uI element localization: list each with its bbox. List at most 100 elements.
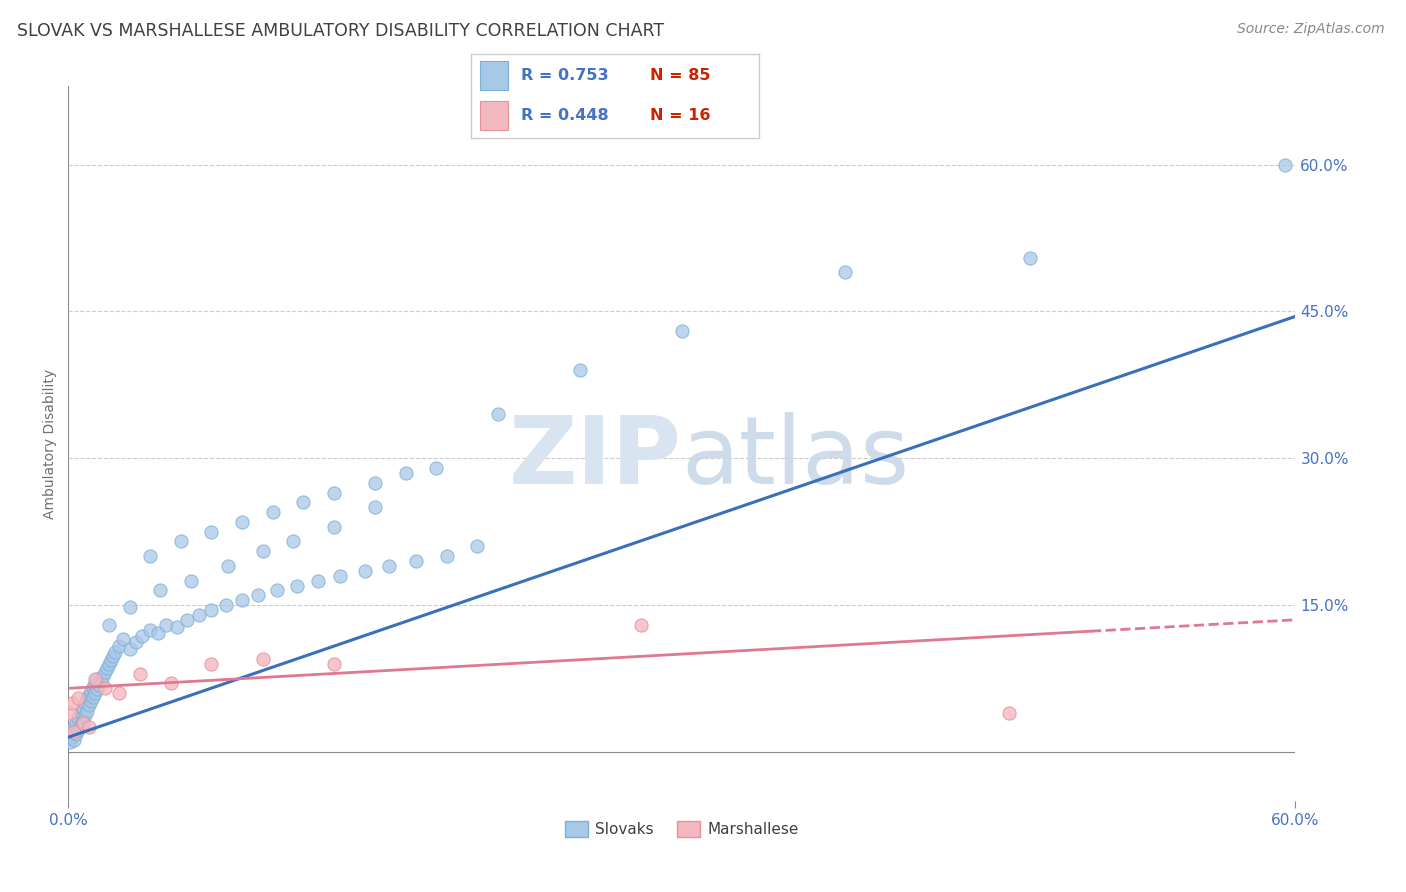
Point	[80, 694, 103, 708]
Point	[59, 706, 82, 720]
Point	[60, 731, 83, 745]
Point	[217, 558, 239, 573]
Point	[568, 363, 591, 377]
Point	[364, 500, 387, 515]
Point	[72, 715, 94, 730]
Point	[104, 645, 127, 659]
Point	[285, 578, 308, 592]
Text: ZIP: ZIP	[509, 412, 682, 504]
Point	[63, 733, 86, 747]
Point	[200, 657, 222, 671]
Point	[59, 735, 82, 749]
Point	[82, 681, 104, 695]
Point	[395, 466, 418, 480]
Point	[405, 554, 427, 568]
Point	[90, 674, 112, 689]
Point	[170, 534, 193, 549]
Text: SLOVAK VS MARSHALLESE AMBULATORY DISABILITY CORRELATION CHART: SLOVAK VS MARSHALLESE AMBULATORY DISABIL…	[17, 22, 664, 40]
Point	[77, 698, 100, 712]
Point	[76, 704, 98, 718]
Point	[82, 690, 104, 705]
Text: R = 0.448: R = 0.448	[522, 108, 609, 123]
Point	[76, 691, 98, 706]
Point	[77, 721, 100, 735]
Point	[96, 661, 118, 675]
Point	[139, 549, 162, 564]
Point	[180, 574, 202, 588]
Point	[353, 564, 375, 578]
Point	[486, 407, 509, 421]
Point	[83, 686, 105, 700]
Point	[378, 558, 401, 573]
Point	[108, 686, 131, 700]
Text: N = 16: N = 16	[650, 108, 710, 123]
Point	[247, 588, 270, 602]
Text: atlas: atlas	[682, 412, 910, 504]
Point	[83, 672, 105, 686]
Point	[262, 505, 284, 519]
Point	[998, 706, 1021, 720]
Point	[67, 711, 90, 725]
Y-axis label: Ambulatory Disability: Ambulatory Disability	[44, 368, 58, 518]
Legend: Slovaks, Marshallese: Slovaks, Marshallese	[558, 815, 806, 843]
Point	[77, 688, 100, 702]
Point	[112, 632, 135, 647]
Point	[65, 727, 87, 741]
Point	[200, 603, 222, 617]
Point	[159, 676, 181, 690]
Point	[364, 475, 387, 490]
Point	[69, 706, 91, 720]
Point	[128, 666, 150, 681]
Point	[108, 639, 131, 653]
Point	[252, 544, 274, 558]
Point	[94, 681, 117, 696]
Point	[98, 617, 121, 632]
Point	[323, 485, 346, 500]
Point	[323, 657, 346, 671]
Text: R = 0.753: R = 0.753	[522, 68, 609, 83]
Point	[125, 635, 148, 649]
Point	[87, 678, 110, 692]
Point	[148, 625, 170, 640]
Point	[283, 534, 305, 549]
Point	[465, 540, 488, 554]
Point	[69, 717, 91, 731]
Point	[292, 495, 315, 509]
Point	[671, 324, 693, 338]
Point	[103, 648, 125, 663]
Point	[80, 684, 103, 698]
Point	[60, 696, 83, 710]
Point	[63, 721, 86, 735]
Point	[215, 598, 238, 612]
Point	[1018, 251, 1040, 265]
Point	[118, 600, 141, 615]
Point	[200, 524, 222, 539]
Point	[67, 723, 90, 738]
Point	[131, 630, 153, 644]
Point	[91, 668, 114, 682]
Point	[72, 701, 94, 715]
Point	[118, 642, 141, 657]
Point	[425, 461, 447, 475]
Point	[231, 515, 253, 529]
Point	[100, 653, 122, 667]
Point	[139, 623, 162, 637]
Point	[65, 715, 87, 730]
Point	[73, 696, 96, 710]
Point	[63, 725, 86, 739]
Bar	[479, 62, 509, 90]
Point	[266, 583, 288, 598]
Point	[86, 682, 108, 697]
Point	[176, 613, 198, 627]
Point	[83, 676, 105, 690]
Point	[166, 620, 188, 634]
Point	[98, 657, 121, 671]
Point	[72, 714, 94, 728]
Point	[307, 574, 329, 588]
Point	[155, 617, 177, 632]
Point	[73, 707, 96, 722]
Point	[1274, 158, 1296, 172]
Point	[323, 520, 346, 534]
Point	[60, 725, 83, 739]
Point	[329, 568, 352, 582]
